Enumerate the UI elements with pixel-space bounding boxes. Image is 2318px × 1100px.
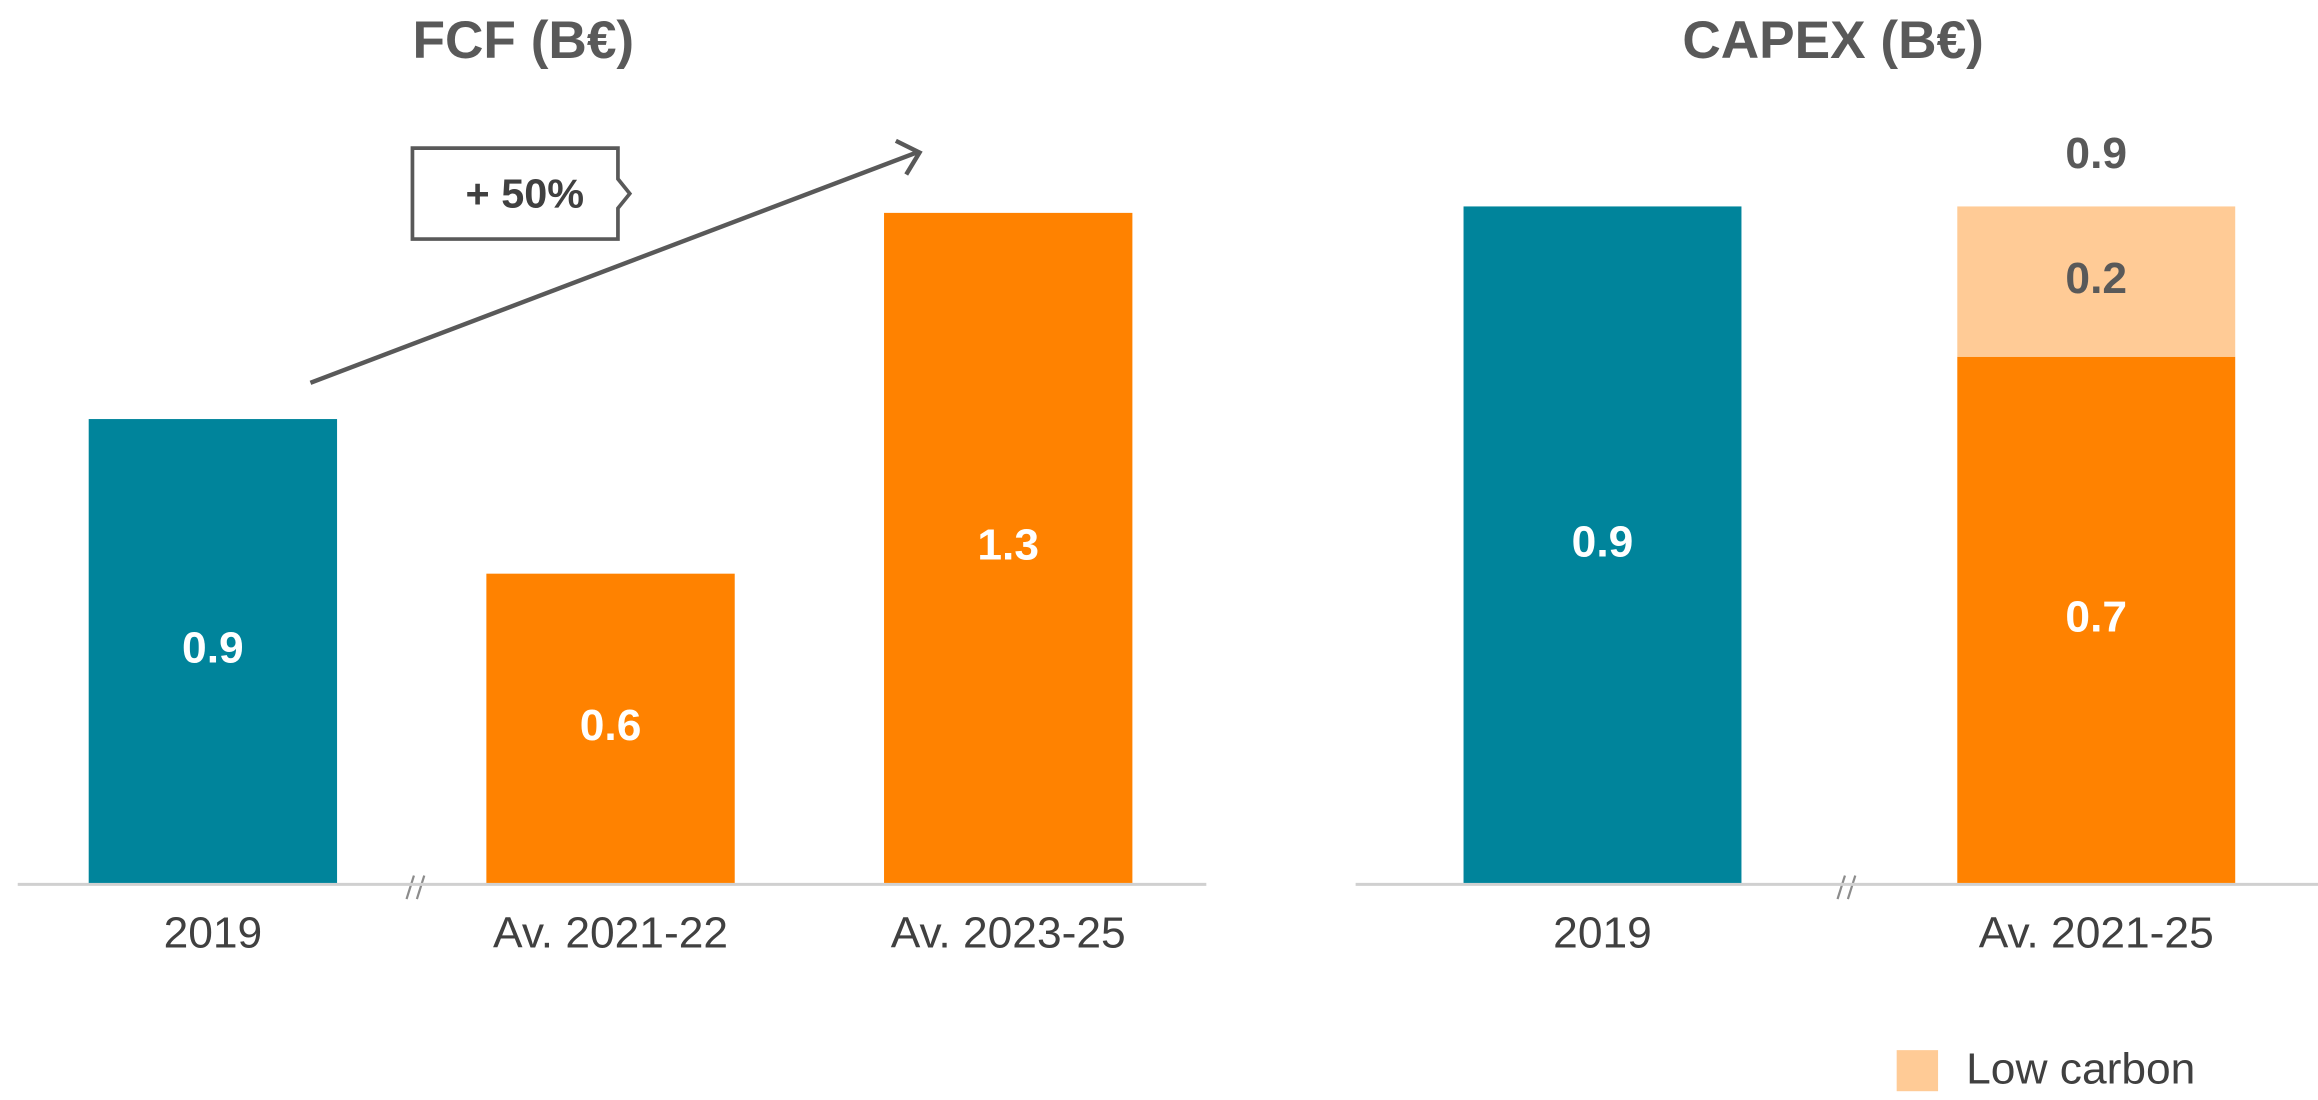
- break-mark: [1846, 875, 1857, 900]
- chart-title: FCF (B€): [412, 11, 634, 70]
- x-tick-label: 2019: [164, 909, 263, 958]
- annotation: + 50%: [466, 171, 584, 217]
- annotation-box: [410, 146, 633, 241]
- total-label: 0.9: [2065, 129, 2127, 178]
- bar-segment: [1957, 356, 2236, 883]
- legend-label: Low carbon: [1966, 1045, 2195, 1094]
- break-marks: [405, 875, 1857, 900]
- x-tick-label: 2019: [1553, 909, 1652, 958]
- legend-swatch: [1896, 1050, 1939, 1092]
- growth-arrow: [309, 138, 923, 385]
- chart-title: CAPEX (B€): [1682, 11, 1984, 70]
- x-tick-label: Av. 2021-22: [493, 909, 728, 958]
- arrow-line: [309, 150, 918, 385]
- value-label: 0.9: [182, 624, 244, 673]
- value-label: 0.7: [2065, 593, 2127, 642]
- value-label: 0.9: [1572, 517, 1634, 566]
- value-label: 1.3: [977, 521, 1039, 570]
- bar-segment: [1957, 206, 2236, 357]
- break-mark: [1836, 875, 1846, 900]
- bar: [88, 419, 338, 883]
- break-mark: [405, 875, 415, 900]
- arrow-head: [894, 138, 923, 176]
- x-tick-label: Av. 2021-25: [1979, 909, 2214, 958]
- bar: [884, 212, 1133, 883]
- break-mark: [415, 875, 426, 900]
- bar: [486, 573, 735, 883]
- x-tick-label: Av. 2023-25: [891, 909, 1126, 958]
- value-label: 0.6: [580, 701, 642, 750]
- value-label: 0.2: [2065, 254, 2127, 303]
- bar-segment: [1463, 206, 1742, 883]
